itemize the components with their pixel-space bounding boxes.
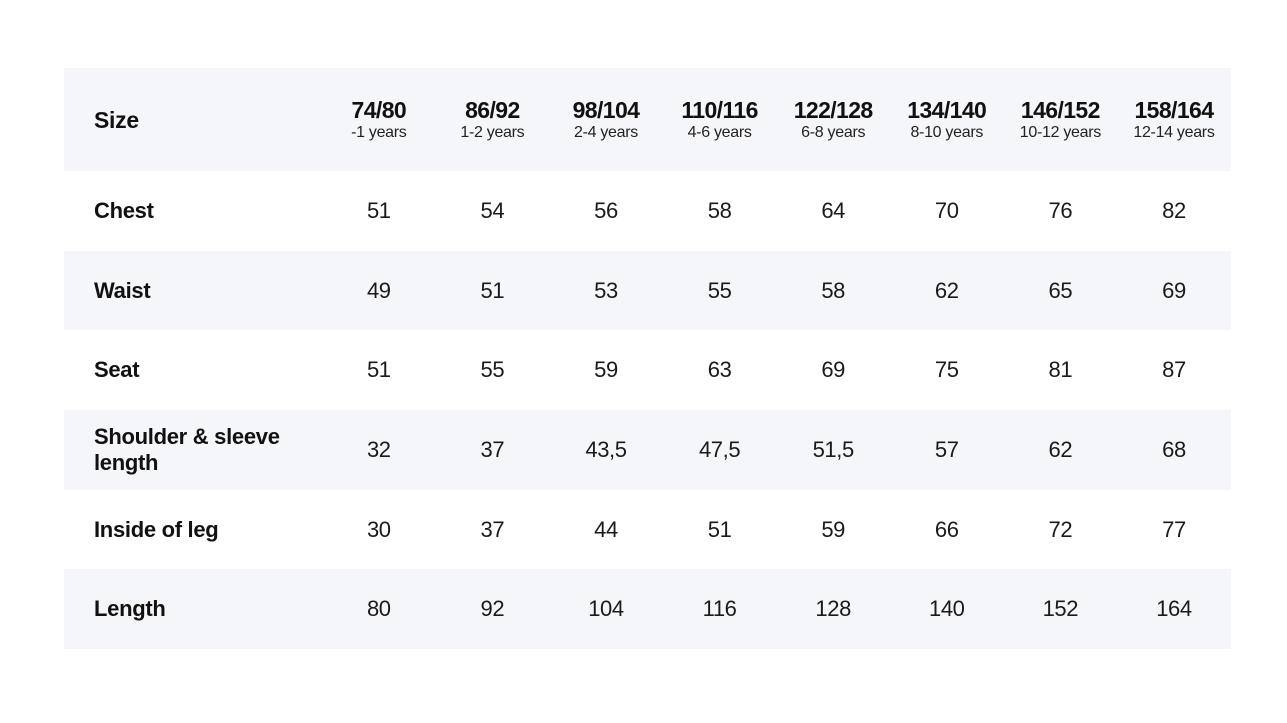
measurement-cell: 51 [366, 357, 391, 383]
measurement-cell: 104 [588, 596, 624, 622]
measurement-cell: 82 [1162, 197, 1186, 223]
size-age-range: 12-14 years [1133, 123, 1215, 141]
size-column-header: 74/80 -1 years [322, 68, 436, 171]
measurement-cell: 44 [594, 516, 618, 542]
row-label: Inside of leg [94, 516, 219, 542]
size-chart-table: Size 74/80 -1 years 86/92 1-2 years 98/104… [64, 68, 1231, 650]
measurement-cell: 77 [1162, 516, 1186, 542]
measurement-cell: 70 [934, 197, 959, 223]
measurement-cell: 56 [594, 197, 618, 223]
measurement-cell: 152 [1042, 596, 1079, 622]
measurement-cell: 76 [1048, 197, 1073, 223]
measurement-cell: 75 [934, 357, 959, 383]
measurement-cell: 65 [1048, 277, 1073, 303]
row-label: Seat [94, 357, 140, 383]
measurement-cell: 140 [929, 596, 965, 622]
measurement-cell: 57 [934, 436, 959, 462]
size-column-header: 146/152 10-12 years [1004, 68, 1118, 171]
measurement-cell: 69 [821, 357, 845, 383]
table-row-seat: Seat 51 55 59 63 69 75 81 87 [64, 330, 1231, 410]
measurement-cell: 51 [707, 516, 732, 542]
measurement-cell: 55 [707, 277, 732, 303]
size-column-header: 134/140 8-10 years [890, 68, 1004, 171]
measurement-cell: 69 [1162, 277, 1186, 303]
measurement-cell: 51,5 [812, 436, 855, 462]
measurement-cell: 30 [366, 516, 391, 542]
size-age-range: 2-4 years [573, 123, 638, 141]
size-code: 134/140 [907, 96, 987, 123]
table-row-inside-leg: Inside of leg 30 37 44 51 59 66 72 77 [64, 490, 1231, 570]
size-column-header: 86/92 1-2 years [436, 68, 550, 171]
measurement-cell: 128 [815, 596, 851, 622]
measurement-cell: 51 [480, 277, 505, 303]
measurement-cell: 59 [594, 357, 618, 383]
size-header-label: Size [94, 106, 139, 133]
measurement-cell: 63 [707, 357, 732, 383]
measurement-cell: 43,5 [585, 436, 627, 462]
size-age-range: -1 years [351, 123, 407, 141]
size-column-header: 98/104 2-4 years [549, 68, 663, 171]
measurement-cell: 62 [934, 277, 959, 303]
size-age-range: 8-10 years [910, 123, 984, 141]
measurement-cell: 53 [594, 277, 618, 303]
size-age-range: 4-6 years [687, 123, 752, 141]
measurement-cell: 49 [366, 277, 391, 303]
size-code: 74/80 [351, 96, 407, 123]
size-age-range: 1-2 years [460, 123, 525, 141]
measurement-cell: 58 [821, 277, 845, 303]
size-code: 158/164 [1134, 96, 1214, 123]
measurement-cell: 164 [1156, 596, 1192, 622]
measurement-cell: 62 [1048, 436, 1073, 462]
row-label: Length [94, 596, 166, 622]
measurement-cell: 72 [1048, 516, 1073, 542]
row-label: Shoulder & sleeve length [94, 423, 280, 475]
size-code: 110/116 [681, 96, 758, 123]
header-row: Size 74/80 -1 years 86/92 1-2 years 98/104… [64, 68, 1231, 171]
measurement-cell: 92 [480, 596, 505, 622]
size-column-header: 158/164 12-14 years [1117, 68, 1231, 171]
measurement-cell: 54 [480, 197, 505, 223]
measurement-cell: 51 [366, 197, 391, 223]
measurement-cell: 58 [707, 197, 732, 223]
measurement-cell: 66 [934, 516, 959, 542]
size-age-range: 6-8 years [801, 123, 866, 141]
measurement-cell: 55 [480, 357, 505, 383]
measurement-cell: 116 [702, 596, 737, 622]
measurement-cell: 87 [1162, 357, 1186, 383]
table-row-chest: Chest 51 54 56 58 64 70 76 82 [64, 171, 1231, 251]
measurement-cell: 32 [366, 436, 391, 462]
size-code: 122/128 [793, 96, 874, 123]
row-label: Chest [94, 197, 154, 223]
measurement-cell: 47,5 [698, 436, 741, 462]
measurement-cell: 59 [821, 516, 845, 542]
table-row-waist: Waist 49 51 53 55 58 62 65 69 [64, 250, 1231, 331]
size-age-range: 10-12 years [1019, 123, 1102, 141]
row-label: Waist [94, 277, 151, 303]
measurement-cell: 81 [1048, 357, 1073, 383]
measurement-cell: 80 [366, 596, 391, 622]
measurement-cell: 68 [1162, 436, 1186, 462]
size-column-header: 122/128 6-8 years [776, 68, 890, 171]
size-code: 86/92 [465, 96, 520, 123]
measurement-cell: 64 [821, 197, 845, 223]
table-row-shoulder-sleeve: Shoulder & sleeve length 32 37 43,5 47,5… [64, 410, 1231, 490]
size-column-header: 110/116 4-6 years [663, 68, 777, 171]
size-code: 146/152 [1020, 96, 1101, 123]
measurement-cell: 37 [480, 516, 505, 542]
measurement-cell: 37 [480, 436, 505, 462]
size-code: 98/104 [572, 96, 640, 123]
table-row-length: Length 80 92 104 116 128 140 152 164 [64, 569, 1231, 650]
